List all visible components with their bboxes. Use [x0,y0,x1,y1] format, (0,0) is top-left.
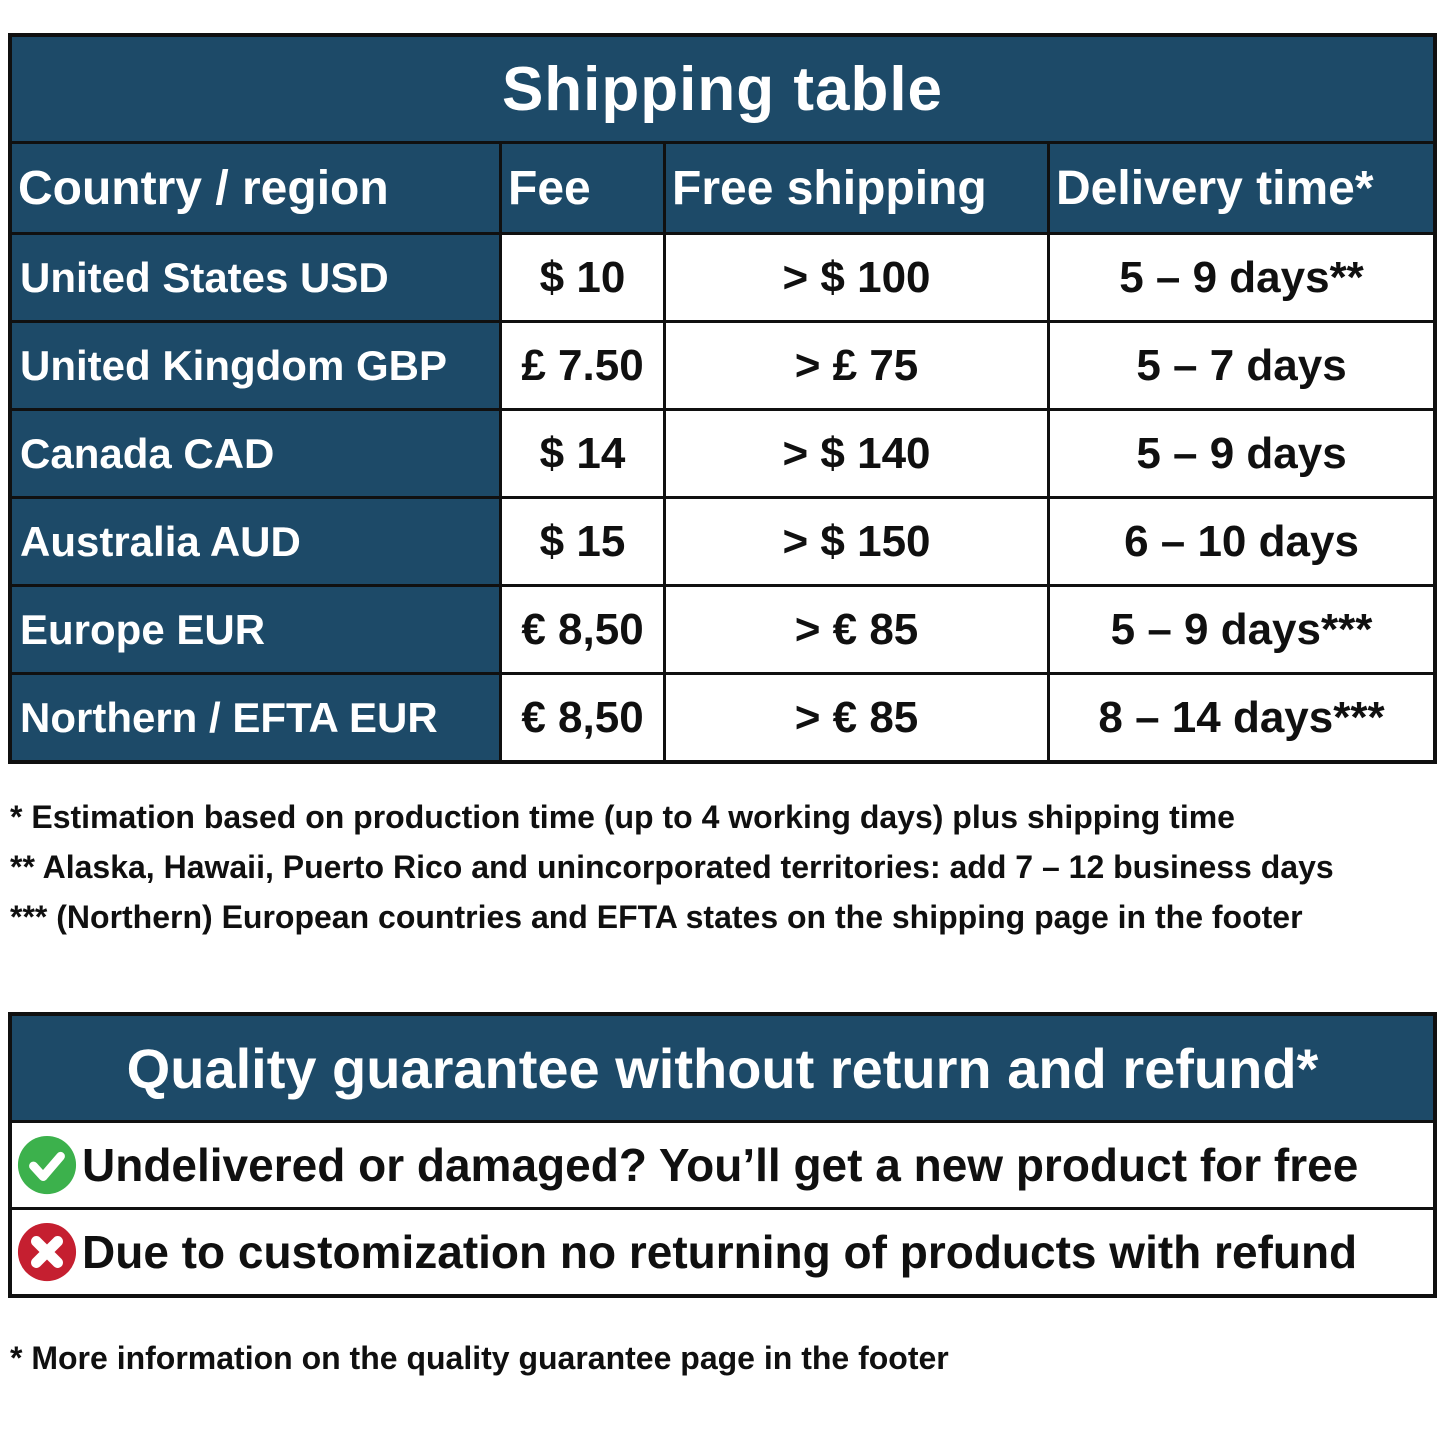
free-shipping-cell: > £ 75 [666,320,1050,408]
delivery-time-cell: 8 – 14 days*** [1050,672,1433,760]
country-cell: Canada CAD [12,408,502,496]
guarantee-row: Due to customization no returning of pro… [12,1207,1433,1294]
cross-circle-icon [16,1221,78,1283]
fee-cell: $ 15 [502,496,666,584]
country-cell: United States USD [12,232,502,320]
country-cell: Europe EUR [12,584,502,672]
fee-cell: $ 14 [502,408,666,496]
quality-guarantee-table: Quality guarantee without return and ref… [8,1012,1437,1298]
fee-cell: £ 7.50 [502,320,666,408]
shipping-table-title: Shipping table [12,37,1433,141]
delivery-time-cell: 5 – 9 days*** [1050,584,1433,672]
fee-cell: $ 10 [502,232,666,320]
shipping-table: Shipping table Country / region Fee Free… [8,33,1437,764]
footnote-line: * Estimation based on production time (u… [10,799,1235,835]
footnote-line: ** Alaska, Hawaii, Puerto Rico and uninc… [10,849,1334,885]
quality-guarantee-title: Quality guarantee without return and ref… [12,1016,1433,1120]
country-cell: Northern / EFTA EUR [12,672,502,760]
fee-cell: € 8,50 [502,584,666,672]
fee-cell: € 8,50 [502,672,666,760]
guarantee-negative-text: Due to customization no returning of pro… [82,1226,1358,1278]
column-header-fee: Fee [502,141,666,232]
country-cell: United Kingdom GBP [12,320,502,408]
free-shipping-cell: > € 85 [666,672,1050,760]
free-shipping-cell: > € 85 [666,584,1050,672]
delivery-time-cell: 6 – 10 days [1050,496,1433,584]
guarantee-row: Undelivered or damaged? You’ll get a new… [12,1120,1433,1207]
delivery-time-cell: 5 – 9 days** [1050,232,1433,320]
guarantee-positive-text: Undelivered or damaged? You’ll get a new… [82,1139,1359,1191]
guarantee-footnote: * More information on the quality guaran… [10,1340,949,1376]
column-header-country: Country / region [12,141,502,232]
check-circle-icon [16,1134,78,1196]
column-header-free-shipping: Free shipping [666,141,1050,232]
free-shipping-cell: > $ 140 [666,408,1050,496]
delivery-time-cell: 5 – 7 days [1050,320,1433,408]
shipping-info-graphic: Shipping table Country / region Fee Free… [0,33,1445,1445]
shipping-footnotes: * Estimation based on production time (u… [10,792,1437,942]
free-shipping-cell: > $ 150 [666,496,1050,584]
free-shipping-cell: > $ 100 [666,232,1050,320]
delivery-time-cell: 5 – 9 days [1050,408,1433,496]
country-cell: Australia AUD [12,496,502,584]
shipping-table-grid: Country / region Fee Free shipping Deliv… [12,141,1433,760]
footnote-line: *** (Northern) European countries and EF… [10,899,1303,935]
column-header-delivery-time: Delivery time* [1050,141,1433,232]
